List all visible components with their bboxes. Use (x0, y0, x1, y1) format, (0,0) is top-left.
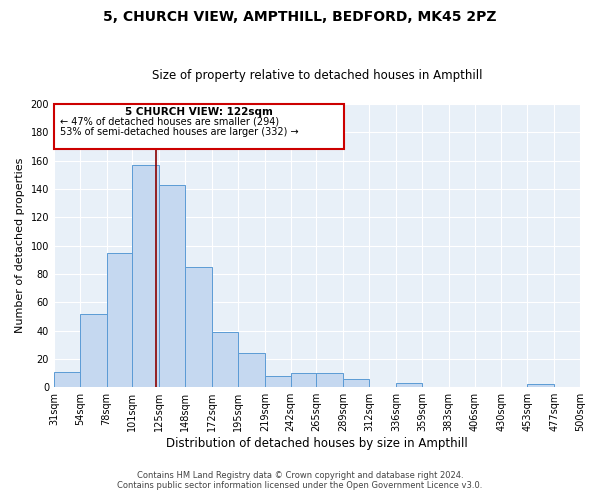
Text: 5 CHURCH VIEW: 122sqm: 5 CHURCH VIEW: 122sqm (125, 107, 273, 117)
Bar (107, 252, 133, 387)
X-axis label: Distribution of detached houses by size in Ampthill: Distribution of detached houses by size … (166, 437, 468, 450)
FancyBboxPatch shape (54, 104, 344, 150)
Text: ← 47% of detached houses are smaller (294): ← 47% of detached houses are smaller (29… (59, 116, 278, 126)
Bar (290, 373, 316, 387)
Bar (133, 165, 160, 387)
Title: Size of property relative to detached houses in Ampthill: Size of property relative to detached ho… (152, 69, 482, 82)
Bar (527, 384, 554, 387)
Bar (160, 184, 185, 387)
Y-axis label: Number of detached properties: Number of detached properties (15, 158, 25, 334)
Bar (185, 267, 212, 387)
Bar (343, 378, 369, 387)
Bar (80, 314, 107, 387)
Bar (54, 372, 80, 387)
Text: 53% of semi-detached houses are larger (332) →: 53% of semi-detached houses are larger (… (59, 126, 298, 136)
Text: 5, CHURCH VIEW, AMPTHILL, BEDFORD, MK45 2PZ: 5, CHURCH VIEW, AMPTHILL, BEDFORD, MK45 … (103, 10, 497, 24)
Bar (212, 332, 238, 387)
Bar (316, 373, 343, 387)
Bar (396, 383, 422, 387)
Bar (265, 376, 290, 387)
Text: Contains HM Land Registry data © Crown copyright and database right 2024.
Contai: Contains HM Land Registry data © Crown c… (118, 470, 482, 490)
Bar (238, 353, 265, 387)
